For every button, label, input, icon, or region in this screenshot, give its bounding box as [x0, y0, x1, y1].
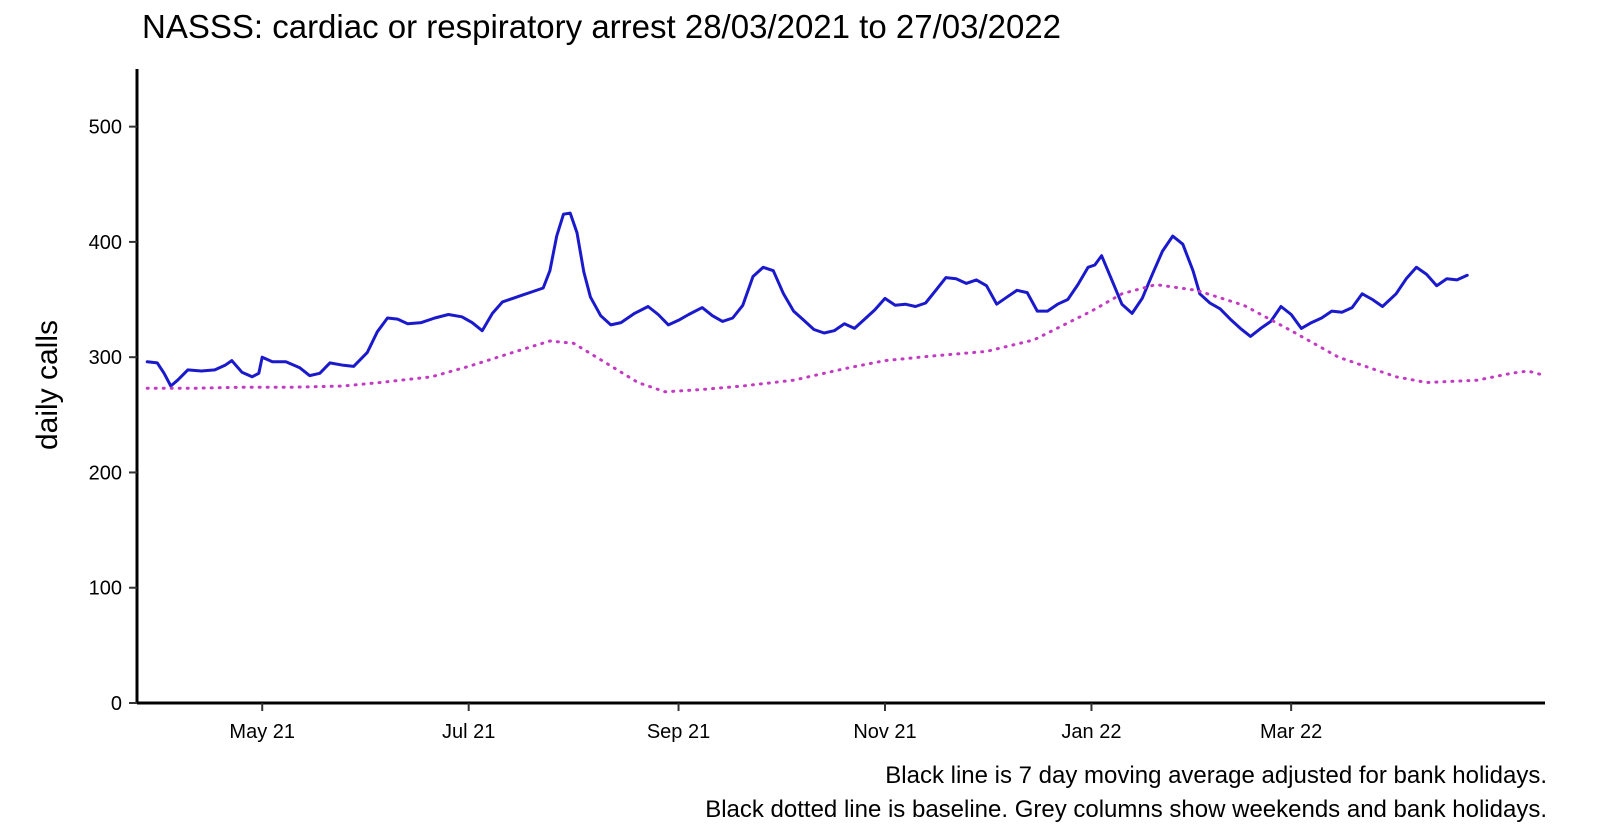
- series-line-2: [145, 283, 1547, 394]
- series-line-1: [145, 211, 1469, 388]
- series-layer: [145, 211, 1547, 394]
- x-tick-label: Sep 21: [647, 721, 710, 743]
- y-tick-label: 400: [89, 232, 122, 254]
- x-tick-label: Jan 22: [1061, 721, 1121, 743]
- axes-layer: 0 100 200 300 400 500 May 21 Jul 21 Sep 21 Nov 21…: [89, 69, 1545, 743]
- x-tick-label: Jul 21: [442, 721, 495, 743]
- chart-title: NASSS: cardiac or respiratory arrest 28/…: [142, 8, 1062, 45]
- x-tick-label: Nov 21: [853, 721, 916, 743]
- y-tick-label: 200: [89, 462, 122, 484]
- x-tick-label: May 21: [229, 721, 295, 743]
- y-tick-label: 500: [89, 117, 122, 139]
- caption-line-2: Black dotted line is baseline. Grey colu…: [705, 796, 1547, 823]
- y-tick-label: 0: [111, 693, 122, 715]
- y-tick-label: 300: [89, 347, 122, 369]
- x-tick-label: Mar 22: [1260, 721, 1322, 743]
- y-tick-label: 100: [89, 578, 122, 600]
- caption-line-1: Black line is 7 day moving average adjus…: [885, 762, 1547, 789]
